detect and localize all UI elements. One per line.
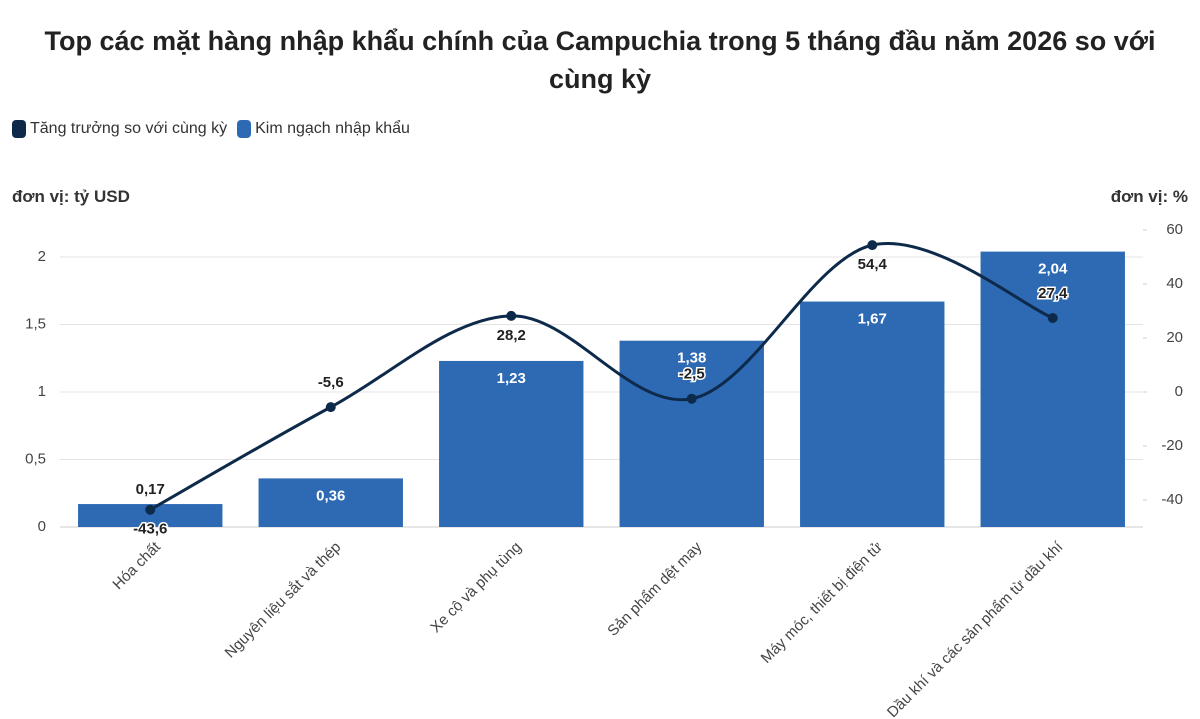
- legend-label: Kim ngạch nhập khẩu: [255, 120, 410, 137]
- line-value-label: 54,4: [858, 256, 888, 273]
- bar: [258, 478, 403, 527]
- line-point: [145, 504, 156, 515]
- bar-value-label: 1,67: [858, 311, 887, 328]
- line-value-label: -5,6: [318, 374, 344, 391]
- line-point: [867, 240, 878, 251]
- y-tick-label: 2: [38, 248, 46, 265]
- legend-item: Kim ngạch nhập khẩu: [237, 120, 410, 138]
- line-value-label: 27,4: [1038, 285, 1068, 302]
- bar-value-label: 1,23: [497, 370, 526, 387]
- line-value-label: -2,5: [679, 366, 705, 383]
- bar-value-label: 1,38: [677, 350, 706, 367]
- legend: Tăng trưởng so với cùng kỳ Kim ngạch nhập…: [12, 120, 410, 138]
- chart-title: Top các mặt hàng nhập khẩu chính của Cam…: [44, 26, 1156, 94]
- bar-value-label: 0,17: [136, 481, 165, 498]
- line-point: [1047, 313, 1058, 324]
- line-point: [506, 310, 517, 321]
- legend-swatch: [12, 120, 26, 138]
- legend-item: Tăng trưởng so với cùng kỳ: [12, 120, 227, 138]
- x-tick-label: Sản phẩm dệt may: [604, 538, 705, 639]
- legend-swatch: [237, 120, 252, 138]
- line: [149, 242, 1054, 512]
- bar-value-label: 0,36: [316, 487, 345, 504]
- bar: [800, 301, 945, 527]
- x-tick-label: Hóa chất: [109, 538, 164, 593]
- x-tick-label: Dầu khí và các sản phẩm từ dầu khí: [884, 538, 1067, 719]
- x-tick-label: Nguyên liệu sắt và thép: [222, 539, 345, 662]
- y2-tick-label: -20: [1161, 437, 1183, 454]
- y2-axis-label: đơn vị: %: [1110, 187, 1188, 206]
- bar: [619, 340, 764, 527]
- bar-value-label: 2,04: [1038, 261, 1068, 278]
- y-tick-label: 0,5: [25, 450, 46, 467]
- y-tick-label: 1: [38, 383, 46, 400]
- y-axis-label: đơn vị: tỷ USD: [12, 187, 130, 206]
- line-value-label: -43,6: [133, 521, 167, 538]
- line-value-label: 28,2: [497, 327, 526, 344]
- bar: [439, 360, 584, 527]
- bar: [78, 504, 223, 527]
- bar: [980, 251, 1125, 527]
- y2-tick-label: 40: [1166, 275, 1183, 292]
- y2-tick-label: 60: [1166, 221, 1183, 238]
- x-tick-label: Máy móc, thiết bị điện tử: [758, 539, 886, 667]
- legend-label: Tăng trưởng so với cùng kỳ: [30, 120, 228, 137]
- line-point: [325, 402, 336, 413]
- y-tick-label: 0: [38, 518, 46, 535]
- y2-tick-label: 20: [1166, 329, 1183, 346]
- x-tick-label: Xe cộ và phụ tùng: [427, 539, 525, 637]
- y-tick-label: 1,5: [25, 315, 46, 332]
- line-point: [686, 393, 697, 404]
- y2-tick-label: -40: [1161, 491, 1183, 508]
- y2-tick-label: 0: [1175, 383, 1183, 400]
